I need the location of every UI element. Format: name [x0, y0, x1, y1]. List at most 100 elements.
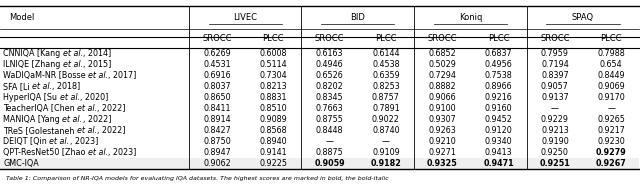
Text: 0.9217: 0.9217 [597, 126, 625, 135]
Text: 0.7959: 0.7959 [541, 49, 569, 58]
Text: 0.9265: 0.9265 [597, 115, 625, 124]
Text: et al.: et al. [33, 82, 52, 91]
Text: 0.8213: 0.8213 [259, 82, 287, 91]
Text: 0.8914: 0.8914 [203, 115, 231, 124]
Text: , 2023]: , 2023] [108, 148, 137, 157]
Text: ILNIQE [Zhang: ILNIQE [Zhang [3, 60, 63, 69]
Text: 0.9325: 0.9325 [427, 159, 458, 168]
Text: GMC-IQA: GMC-IQA [3, 159, 39, 168]
Text: QPT-ResNet50 [Zhao: QPT-ResNet50 [Zhao [3, 148, 88, 157]
Text: et al.: et al. [49, 137, 70, 146]
Text: BID: BID [350, 13, 365, 22]
Text: , 2014]: , 2014] [83, 49, 111, 58]
Text: 0.8940: 0.8940 [259, 137, 287, 146]
Text: 0.8510: 0.8510 [259, 104, 287, 113]
Text: 0.9100: 0.9100 [428, 104, 456, 113]
Text: 0.9089: 0.9089 [259, 115, 287, 124]
Text: 0.8650: 0.8650 [203, 93, 231, 102]
Text: MANIQA [Yang: MANIQA [Yang [3, 115, 63, 124]
Text: 0.9263: 0.9263 [428, 126, 456, 135]
Text: , 2017]: , 2017] [108, 71, 137, 80]
Text: 0.6163: 0.6163 [316, 49, 343, 58]
Text: 0.7538: 0.7538 [484, 71, 513, 80]
Text: 0.4531: 0.4531 [203, 60, 231, 69]
Text: 0.6837: 0.6837 [484, 49, 513, 58]
Text: 0.9340: 0.9340 [484, 137, 513, 146]
Text: 0.9160: 0.9160 [484, 104, 513, 113]
Text: 0.8427: 0.8427 [203, 126, 231, 135]
Text: 0.9213: 0.9213 [541, 126, 569, 135]
Text: HyperIQA [Su: HyperIQA [Su [3, 93, 60, 102]
Text: 0.8345: 0.8345 [316, 93, 344, 102]
Text: —: — [607, 104, 615, 113]
Text: 0.4538: 0.4538 [372, 60, 400, 69]
Text: 0.9225: 0.9225 [259, 159, 287, 168]
Text: et al.: et al. [88, 71, 108, 80]
Text: 0.8882: 0.8882 [428, 82, 456, 91]
Text: PLCC: PLCC [375, 34, 397, 43]
Text: et al.: et al. [60, 93, 80, 102]
Text: 0.9120: 0.9120 [484, 126, 513, 135]
Text: et al.: et al. [63, 49, 83, 58]
Text: , 2015]: , 2015] [83, 60, 111, 69]
Text: Table 1: Comparison of NR-IQA models for evaluating IQA datasets. The highest sc: Table 1: Comparison of NR-IQA models for… [6, 176, 389, 181]
Text: Model: Model [10, 13, 35, 22]
Text: 0.9066: 0.9066 [428, 93, 456, 102]
Text: 0.6852: 0.6852 [428, 49, 456, 58]
Text: 0.8449: 0.8449 [597, 71, 625, 80]
Text: SROCC: SROCC [428, 34, 457, 43]
Text: 0.9229: 0.9229 [541, 115, 569, 124]
Text: SROCC: SROCC [315, 34, 344, 43]
Text: LIVEC: LIVEC [233, 13, 257, 22]
Text: 0.9250: 0.9250 [541, 148, 569, 157]
Text: 0.8397: 0.8397 [541, 71, 569, 80]
Text: CNNIQA [Kang: CNNIQA [Kang [3, 49, 63, 58]
Text: 0.8875: 0.8875 [316, 148, 344, 157]
Text: 0.8448: 0.8448 [316, 126, 343, 135]
Text: 0.9059: 0.9059 [314, 159, 345, 168]
Text: 0.9413: 0.9413 [484, 148, 513, 157]
Text: 0.8568: 0.8568 [259, 126, 287, 135]
Text: 0.9307: 0.9307 [428, 115, 456, 124]
Text: 0.9182: 0.9182 [371, 159, 401, 168]
Text: 0.9267: 0.9267 [596, 159, 627, 168]
Text: WaDIQaM-NR [Bosse: WaDIQaM-NR [Bosse [3, 71, 88, 80]
Text: 0.9216: 0.9216 [484, 93, 513, 102]
Text: 0.9251: 0.9251 [540, 159, 570, 168]
Text: 0.7194: 0.7194 [541, 60, 569, 69]
Text: 0.9230: 0.9230 [597, 137, 625, 146]
Text: —: — [382, 137, 390, 146]
Text: 0.8831: 0.8831 [260, 93, 287, 102]
Text: TReS [Golestaneh: TReS [Golestaneh [3, 126, 77, 135]
Text: 0.9057: 0.9057 [541, 82, 569, 91]
Text: 0.8966: 0.8966 [484, 82, 513, 91]
Text: et al.: et al. [63, 60, 83, 69]
Text: 0.8757: 0.8757 [372, 93, 400, 102]
Text: 0.8411: 0.8411 [204, 104, 230, 113]
Text: 0.5029: 0.5029 [428, 60, 456, 69]
Text: 0.9170: 0.9170 [597, 93, 625, 102]
Text: et al.: et al. [77, 104, 97, 113]
Text: 0.7294: 0.7294 [428, 71, 456, 80]
Text: , 2022]: , 2022] [83, 115, 111, 124]
Text: 0.6269: 0.6269 [203, 49, 231, 58]
Text: 0.654: 0.654 [600, 60, 623, 69]
Text: DEIQT [Qin: DEIQT [Qin [3, 137, 49, 146]
Text: 0.9271: 0.9271 [428, 148, 456, 157]
Text: 0.7988: 0.7988 [597, 49, 625, 58]
Text: et al.: et al. [88, 148, 108, 157]
Text: , 2022]: , 2022] [97, 104, 126, 113]
Text: 0.6916: 0.6916 [203, 71, 231, 80]
Text: PLCC: PLCC [262, 34, 284, 43]
Text: 0.8947: 0.8947 [203, 148, 231, 157]
Text: 0.9022: 0.9022 [372, 115, 400, 124]
Text: 0.8740: 0.8740 [372, 126, 400, 135]
Text: 0.8202: 0.8202 [316, 82, 344, 91]
Text: 0.7891: 0.7891 [372, 104, 400, 113]
Text: , 2018]: , 2018] [52, 82, 81, 91]
Text: SPAQ: SPAQ [572, 13, 594, 22]
Text: SFA [Li: SFA [Li [3, 82, 33, 91]
Text: 0.9210: 0.9210 [428, 137, 456, 146]
Text: 0.8750: 0.8750 [203, 137, 231, 146]
Bar [0, 158, 639, 169]
